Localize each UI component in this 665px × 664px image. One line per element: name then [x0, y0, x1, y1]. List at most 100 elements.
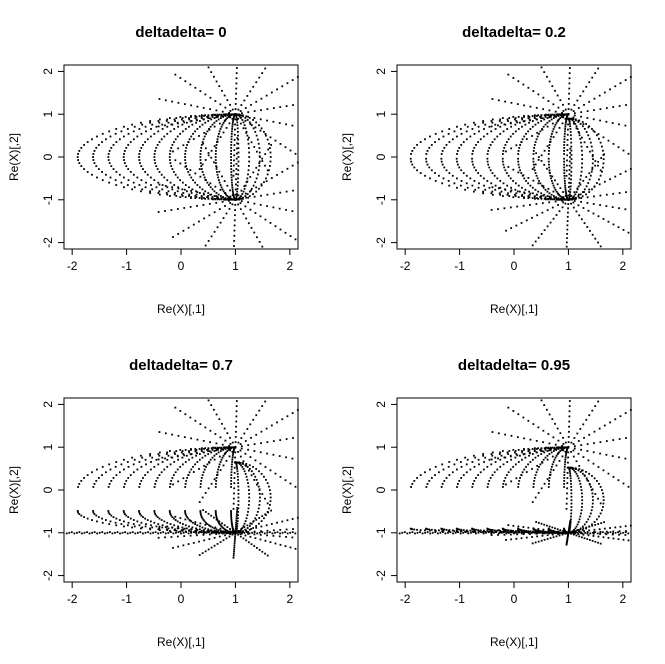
scatter-point	[257, 507, 260, 510]
scatter-point	[186, 516, 188, 519]
scatter-point	[170, 479, 173, 482]
scatter-point	[505, 150, 507, 153]
scatter-point	[213, 544, 216, 547]
scatter-point	[449, 531, 452, 534]
scatter-point	[167, 531, 170, 534]
scatter-point	[544, 188, 547, 191]
scatter-point	[546, 145, 549, 148]
scatter-point	[567, 529, 570, 532]
scatter-point	[159, 531, 162, 534]
scatter-point	[191, 456, 194, 459]
scatter-point	[459, 461, 462, 463]
scatter-point	[285, 123, 287, 126]
scatter-point	[281, 170, 284, 173]
scatter-point	[131, 188, 134, 191]
scatter-point	[538, 180, 540, 182]
scatter-point	[561, 114, 563, 117]
scatter-point	[542, 429, 545, 432]
scatter-point	[581, 125, 584, 128]
scatter-point	[599, 169, 602, 172]
scatter-point	[296, 161, 299, 164]
scatter-point	[563, 153, 565, 155]
scatter-point	[546, 538, 549, 540]
scatter-point	[607, 220, 610, 223]
scatter-point	[232, 450, 235, 452]
scatter-point	[567, 194, 570, 197]
scatter-point	[458, 166, 461, 169]
scatter-point	[218, 85, 221, 88]
scatter-point	[587, 134, 590, 137]
scatter-point	[602, 162, 605, 165]
scatter-point	[177, 531, 180, 534]
scatter-point	[592, 499, 594, 502]
scatter-point	[158, 121, 161, 124]
scatter-point	[561, 198, 564, 201]
scatter-point	[166, 458, 169, 461]
scatter-point	[118, 173, 121, 176]
scatter-point	[458, 528, 461, 531]
scatter-point	[566, 487, 569, 490]
scatter-point	[241, 119, 244, 121]
scatter-point	[234, 451, 237, 454]
scatter-point	[499, 465, 502, 468]
scatter-point	[224, 205, 226, 207]
scatter-point	[294, 547, 297, 550]
scatter-point	[236, 506, 239, 509]
scatter-point	[565, 449, 568, 451]
scatter-point	[256, 532, 259, 535]
scatter-point	[226, 198, 229, 201]
scatter-point	[114, 179, 117, 182]
scatter-point	[550, 451, 553, 454]
scatter-point	[531, 536, 533, 538]
scatter-point	[552, 469, 555, 471]
scatter-point	[419, 531, 421, 534]
scatter-point	[196, 128, 199, 130]
scatter-point	[578, 535, 581, 538]
scatter-point	[140, 479, 143, 482]
scatter-point	[237, 482, 240, 485]
scatter-point	[521, 451, 524, 454]
scatter-point	[158, 525, 161, 528]
point-series	[398, 399, 632, 546]
scatter-point	[568, 420, 571, 423]
scatter-point	[216, 197, 218, 199]
scatter-point	[163, 135, 166, 138]
scatter-point	[515, 453, 518, 455]
scatter-point	[235, 515, 238, 518]
y-tick-label: 2	[374, 68, 388, 75]
scatter-point	[456, 486, 458, 488]
scatter-point	[472, 163, 474, 166]
scatter-point	[223, 427, 226, 430]
scatter-point	[459, 128, 462, 130]
scatter-point	[235, 513, 238, 515]
scatter-point	[194, 130, 196, 133]
scatter-point	[158, 141, 161, 143]
scatter-point	[506, 531, 509, 534]
scatter-point	[218, 463, 221, 466]
scatter-point	[568, 186, 570, 188]
scatter-point	[509, 190, 512, 193]
scatter-point	[517, 116, 520, 118]
scatter-point	[171, 433, 174, 436]
scatter-point	[568, 525, 571, 528]
scatter-point	[83, 531, 86, 534]
scatter-point	[242, 212, 245, 215]
scatter-point	[156, 144, 159, 146]
scatter-point	[123, 468, 125, 471]
scatter-point	[547, 486, 550, 488]
scatter-point	[549, 198, 552, 201]
scatter-point	[504, 530, 507, 533]
scatter-point	[413, 166, 416, 169]
scatter-point	[291, 518, 294, 520]
scatter-point	[224, 531, 227, 534]
scatter-point	[97, 144, 100, 146]
scatter-point	[540, 66, 543, 69]
scatter-point	[532, 483, 535, 485]
scatter-point	[214, 100, 217, 102]
scatter-point	[153, 156, 156, 158]
scatter-point	[570, 198, 572, 201]
scatter-point	[612, 143, 615, 145]
scatter-point	[231, 123, 234, 126]
scatter-point	[560, 196, 563, 199]
scatter-point	[255, 468, 258, 470]
